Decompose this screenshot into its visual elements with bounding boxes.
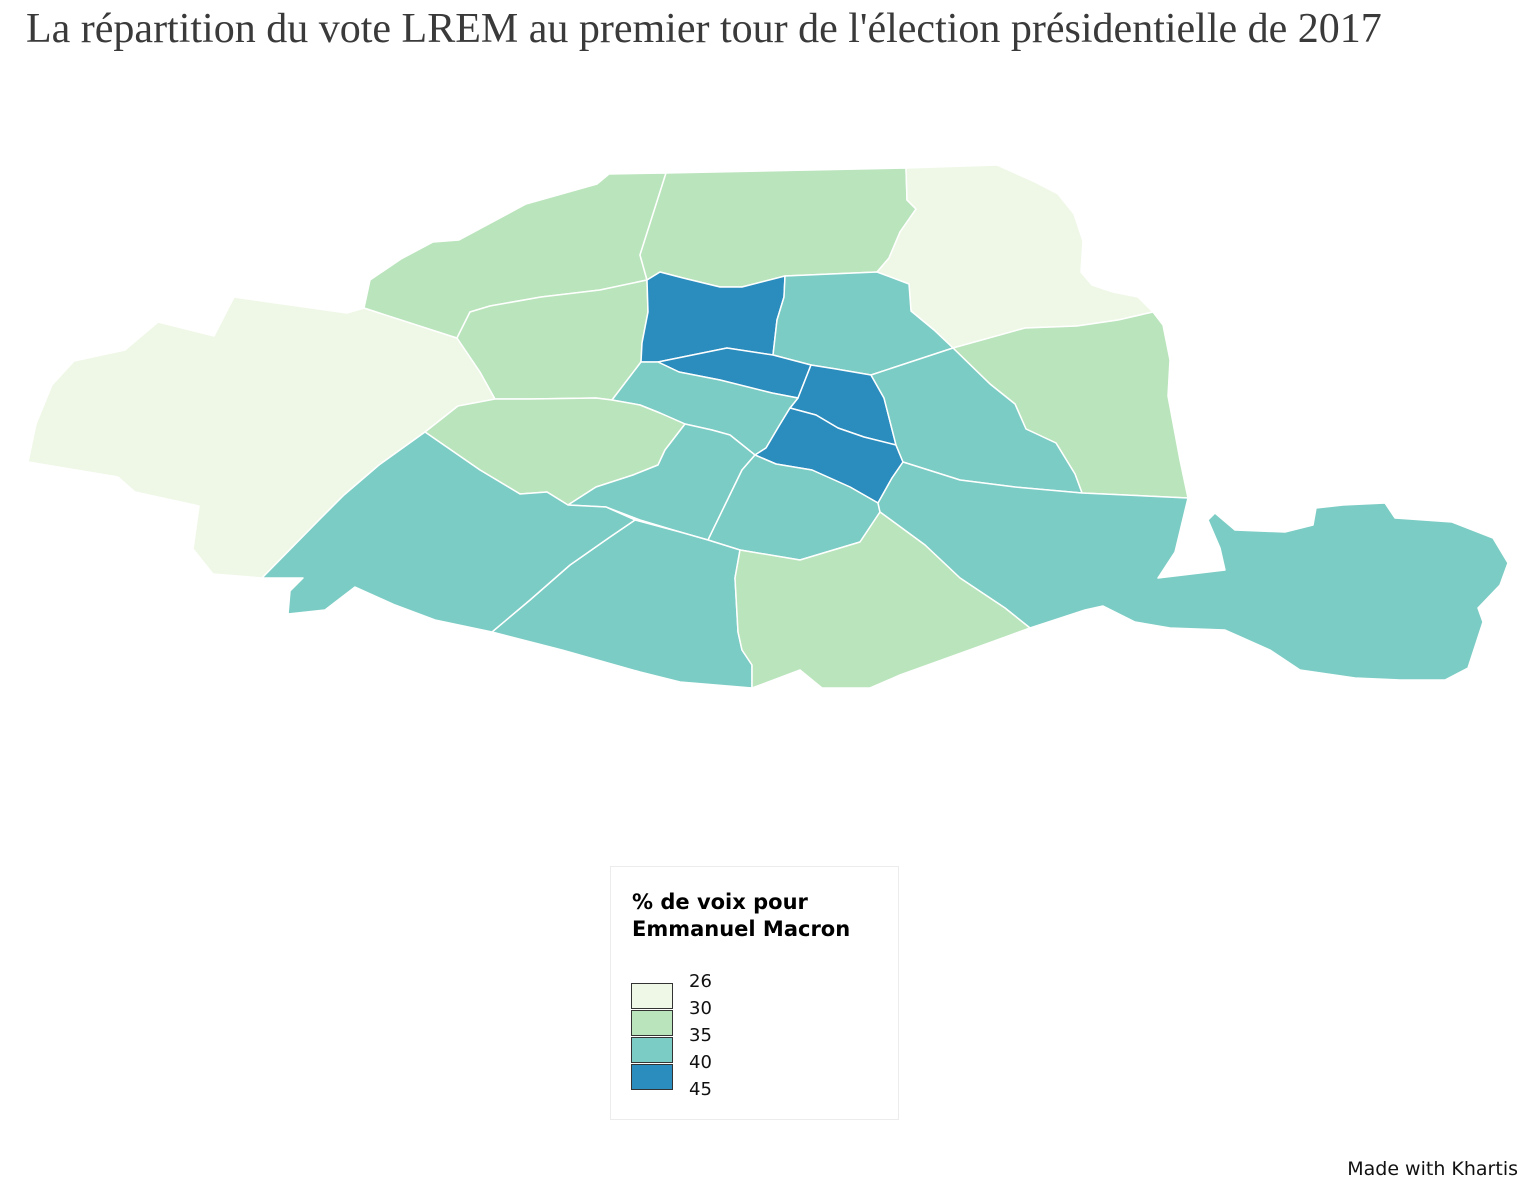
legend-break-label: 35 — [689, 1025, 712, 1046]
legend-title: % de voix pour Emmanuel Macron — [632, 889, 892, 943]
legend-break-label: 26 — [689, 971, 712, 992]
district-15 — [261, 431, 636, 633]
legend-swatch-40-45 — [631, 1064, 673, 1090]
map-legend: % de voix pour Emmanuel Macron 26 30 35 … — [610, 866, 899, 1120]
legend-swatch-30-35 — [631, 1010, 673, 1036]
legend-swatch-35-40 — [631, 1037, 673, 1063]
credit-text: Made with Khartis — [1347, 1158, 1518, 1180]
district-11 — [870, 347, 1083, 494]
legend-break-label: 45 — [689, 1079, 712, 1100]
legend-title-line-2: Emmanuel Macron — [632, 917, 851, 941]
legend-title-line-1: % de voix pour — [632, 890, 808, 914]
district-13 — [734, 511, 1031, 689]
choropleth-map — [27, 164, 1509, 689]
district-9 — [640, 271, 786, 363]
map-title: La répartition du vote LREM au premier t… — [26, 6, 1382, 52]
legend-break-label: 30 — [689, 998, 712, 1019]
district-18 — [639, 167, 917, 288]
legend-break-label: 40 — [689, 1052, 712, 1073]
legend-swatch-26-30 — [631, 983, 673, 1009]
